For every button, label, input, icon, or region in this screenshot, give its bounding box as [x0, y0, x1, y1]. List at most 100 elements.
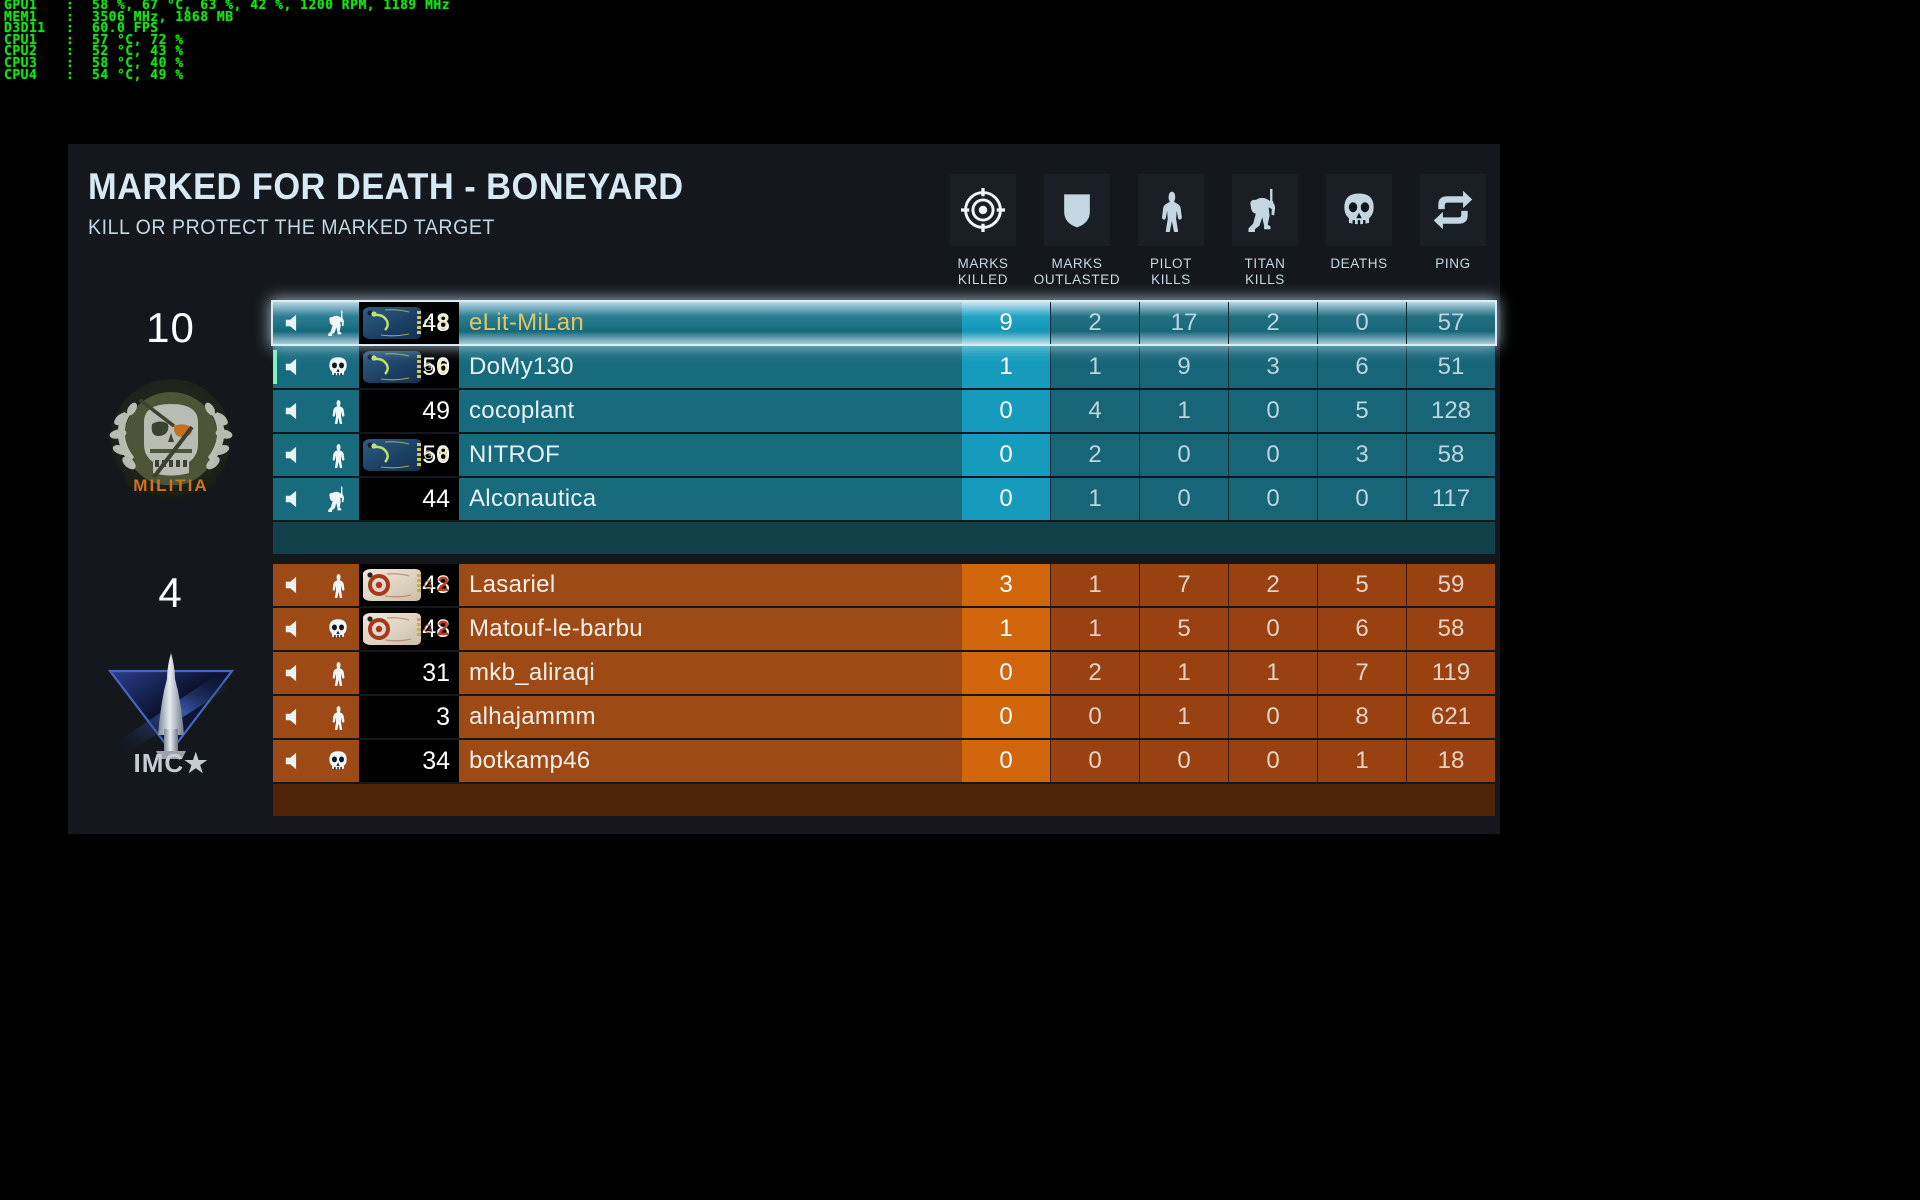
- stat-value: 58: [1437, 441, 1465, 468]
- table-row[interactable]: 49 cocoplant 0 4 1 0 5 128: [273, 390, 1495, 432]
- stat-value: 59: [1437, 571, 1465, 598]
- table-row[interactable]: G 8 48 eLit-MiLan 9 2 17 2 0 57: [273, 302, 1495, 344]
- stat-value: 2: [1088, 441, 1102, 468]
- generation-level-cell: 34: [359, 740, 459, 782]
- stat-cell-titan_kills: 3: [1228, 346, 1317, 388]
- stat-value: 1: [1177, 397, 1191, 424]
- stat-cell-ping: 59: [1406, 564, 1495, 606]
- stat-column-headers: MARKS KILLED MARKS OUTLASTED PILOT KILLS TI…: [936, 162, 1500, 302]
- table-row[interactable]: G 2 48 Matouf-le-barbu 1 1 5 0 6 58: [273, 608, 1495, 650]
- stat-cell-ping: 119: [1406, 652, 1495, 694]
- generation-number: 6: [437, 355, 449, 378]
- hw-stat-label: GPU1: [4, 0, 38, 13]
- stat-value: 0: [1266, 615, 1280, 642]
- mute-speaker-toggle[interactable]: [273, 346, 316, 388]
- pilot-icon: [332, 400, 344, 424]
- table-row[interactable]: 31 mkb_aliraqi 0 2 1 1 7 119: [273, 652, 1495, 694]
- empty-slot-fill: [273, 522, 1495, 554]
- hw-stat-label: D3D11: [4, 21, 46, 37]
- stat-cell-titan_kills: 0: [1228, 478, 1317, 520]
- stat-value: 51: [1437, 353, 1465, 380]
- stat-column-label-line1: PING: [1435, 256, 1471, 271]
- stat-value: 18: [1437, 747, 1465, 774]
- player-state-icon-cell: [316, 608, 359, 650]
- stat-value: 2: [1088, 309, 1102, 336]
- mute-speaker-toggle[interactable]: [273, 696, 316, 738]
- stat-value: 5: [1355, 397, 1369, 424]
- stat-cell-deaths: 6: [1317, 608, 1406, 650]
- stat-column-label-line2: OUTLASTED: [1033, 272, 1121, 287]
- stat-value: 0: [1266, 703, 1280, 730]
- hw-stat-row: CPU3: 58 °C, 40 %: [4, 55, 450, 71]
- player-state-icon-cell: [316, 390, 359, 432]
- stat-value: 3: [999, 571, 1013, 598]
- table-row[interactable]: 44 Alconautica 0 1 0 0 0 117: [273, 478, 1495, 520]
- stat-column-header-ping: PING: [1406, 162, 1500, 302]
- stat-column-header-pilot_kills: PILOT KILLS: [1124, 162, 1218, 302]
- player-name: botkamp46: [469, 747, 591, 774]
- stat-value: 1: [1355, 747, 1369, 774]
- stat-value: 6: [1355, 353, 1369, 380]
- stat-value: 17: [1170, 309, 1198, 336]
- stat-value: 58: [1437, 615, 1465, 642]
- stat-cell-marks_outlasted: 1: [1050, 478, 1139, 520]
- generation-level-cell: G 6 50: [359, 346, 459, 388]
- speaker-icon: [285, 490, 296, 508]
- player-name-cell: Lasariel: [459, 564, 962, 606]
- table-row[interactable]: G 2 48 Lasariel 3 1 7 2 5 59: [273, 564, 1495, 606]
- generation-prefix: G: [423, 448, 433, 462]
- player-name-cell: Matouf-le-barbu: [459, 608, 962, 650]
- mute-speaker-toggle[interactable]: [273, 478, 316, 520]
- hw-stat-row: CPU2: 52 °C, 43 %: [4, 45, 450, 58]
- stat-value: 117: [1431, 485, 1471, 512]
- hw-stat-separator: :: [66, 55, 75, 71]
- mute-speaker-toggle[interactable]: [273, 608, 316, 650]
- hw-stat-separator: :: [66, 9, 75, 25]
- stat-cell-deaths: 0: [1317, 302, 1406, 344]
- player-name: mkb_aliraqi: [469, 659, 596, 686]
- hw-stat-value: 58 %, 67 °C, 63 %, 42 %, 1200 RPM, 1189 …: [92, 0, 451, 13]
- speaker-icon: [285, 576, 296, 594]
- table-row[interactable]: 3 alhajammm 0 0 1 0 8 621: [273, 696, 1495, 738]
- stat-column-label-line2: KILLED: [957, 272, 1009, 287]
- hw-stat-value: 54 °C, 49 %: [92, 67, 184, 83]
- mute-speaker-toggle[interactable]: [273, 652, 316, 694]
- mute-speaker-toggle[interactable]: [273, 740, 316, 782]
- stat-cell-marks_outlasted: 2: [1050, 302, 1139, 344]
- mute-speaker-toggle[interactable]: [273, 390, 316, 432]
- pilot-icon: [1162, 191, 1182, 232]
- player-state-icon-cell: [316, 346, 359, 388]
- stat-value: 0: [999, 659, 1013, 686]
- player-name: Alconautica: [469, 485, 597, 512]
- generation-number: 2: [437, 573, 449, 596]
- table-row[interactable]: G 8 50 NITROF 0 2 0 0 3 58: [273, 434, 1495, 476]
- stat-cell-pilot_kills: 9: [1139, 346, 1228, 388]
- stat-cell-marks_killed: 0: [962, 696, 1050, 738]
- generation-level-cell: 3: [359, 696, 459, 738]
- stat-value: 1: [1266, 659, 1280, 686]
- player-level: 49: [422, 396, 450, 425]
- stat-value: 119: [1431, 659, 1471, 686]
- mute-speaker-toggle[interactable]: [273, 434, 316, 476]
- crosshair-target-icon-wrap: [950, 174, 1016, 246]
- hw-stat-label: CPU3: [4, 55, 38, 71]
- pilot-icon: [332, 574, 344, 598]
- stat-cell-pilot_kills: 1: [1139, 696, 1228, 738]
- stat-cell-titan_kills: 0: [1228, 434, 1317, 476]
- stat-column-label: MARKS KILLED: [957, 256, 1008, 288]
- hw-stat-value: 60.0 FPS: [92, 21, 159, 37]
- match-objective-subtitle: KILL OR PROTECT THE MARKED TARGET: [88, 216, 495, 239]
- stat-value: 0: [1355, 309, 1369, 336]
- mute-speaker-toggle[interactable]: [273, 564, 316, 606]
- speaker-icon: [285, 402, 296, 420]
- player-name-cell: Alconautica: [459, 478, 962, 520]
- mute-speaker-toggle[interactable]: [273, 302, 316, 344]
- stat-cell-marks_outlasted: 2: [1050, 652, 1139, 694]
- table-row[interactable]: G 6 50 DoMy130 1 1 9 3 6 51: [273, 346, 1495, 388]
- table-row[interactable]: 34 botkamp46 0 0 0 0 1 18: [273, 740, 1495, 782]
- stat-column-label: TITAN KILLS: [1245, 256, 1286, 288]
- stat-cell-deaths: 5: [1317, 564, 1406, 606]
- stat-cell-pilot_kills: 1: [1139, 652, 1228, 694]
- team-militia-score: 10: [146, 304, 195, 351]
- stat-column-label-line2: KILLS: [1245, 272, 1285, 287]
